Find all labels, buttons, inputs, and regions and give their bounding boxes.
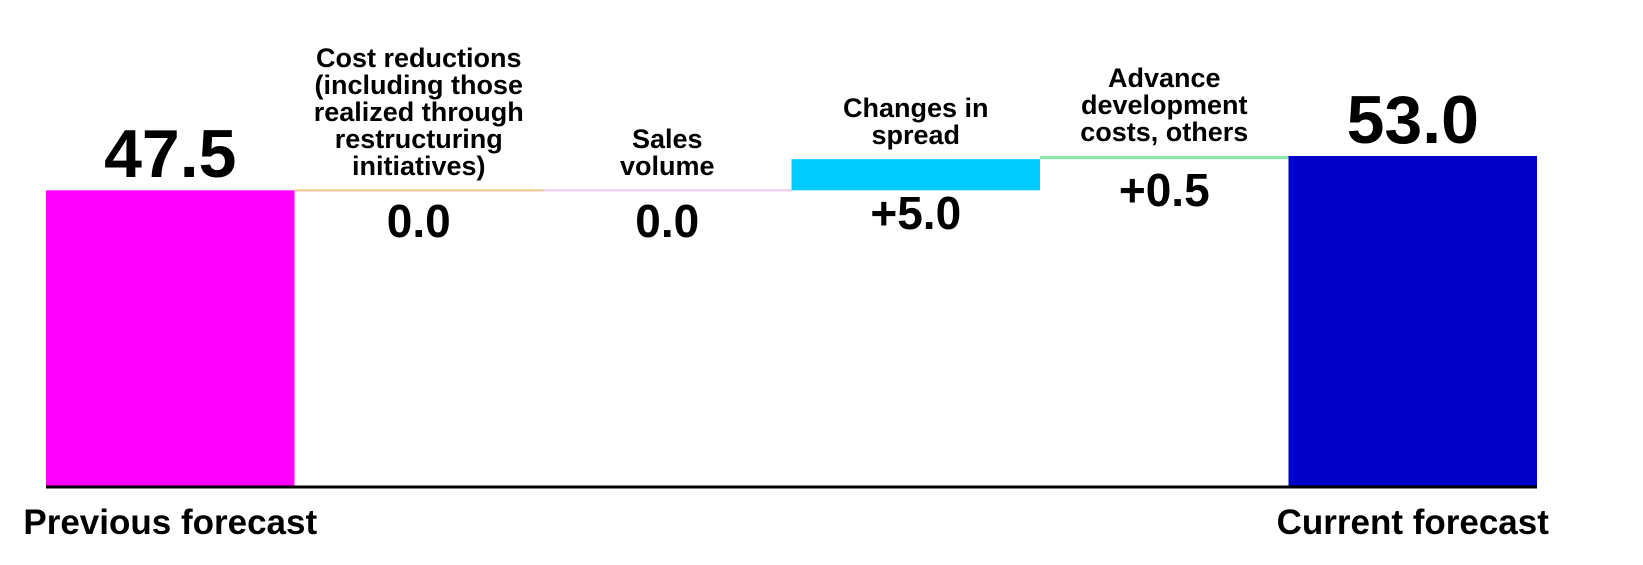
value-label: +5.0 <box>870 187 962 240</box>
value-label: +0.5 <box>1118 164 1210 217</box>
category-label: Sales volume <box>619 124 715 182</box>
bar <box>1040 156 1289 160</box>
category-label: Previous forecast <box>23 503 318 542</box>
category-label: Current forecast <box>1276 503 1549 542</box>
category-label: Cost reductions (including those realize… <box>313 43 524 182</box>
bar <box>46 190 295 487</box>
category-label: Advance development costs, others <box>1080 63 1249 147</box>
value-label: 53.0 <box>1346 82 1479 158</box>
value-label: 47.5 <box>104 116 237 193</box>
value-label: 0.0 <box>386 195 451 248</box>
bar <box>294 189 543 192</box>
value-label: 0.0 <box>635 195 700 248</box>
bar <box>791 159 1040 191</box>
bar <box>543 189 792 192</box>
bar <box>1288 156 1537 487</box>
category-label: Changes in spread <box>842 93 989 151</box>
